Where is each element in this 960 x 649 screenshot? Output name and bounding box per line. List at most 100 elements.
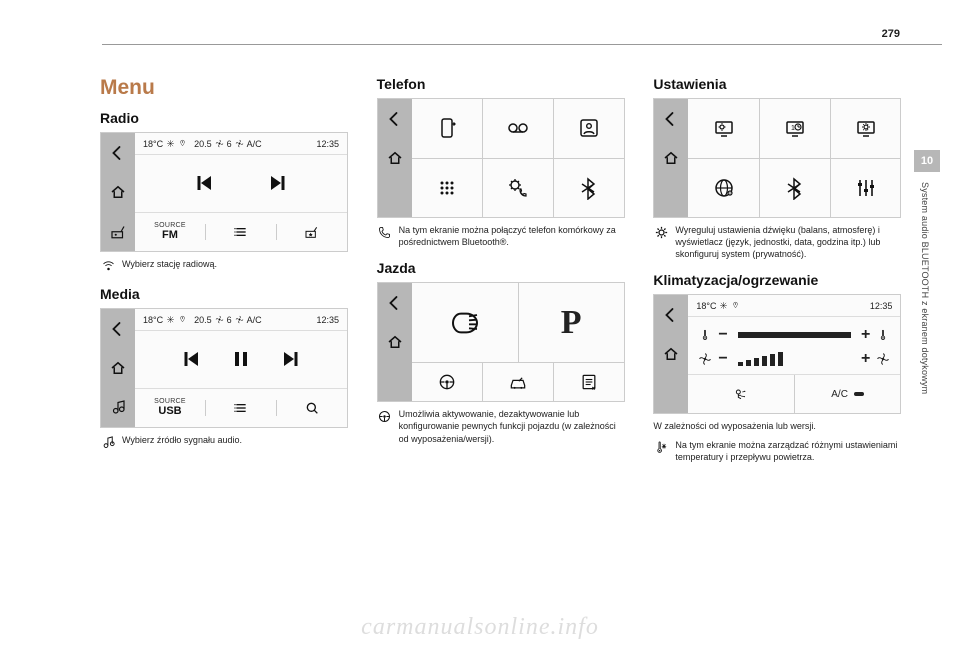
radio-controls	[135, 133, 347, 212]
steering-icon	[377, 408, 393, 424]
radio-screen: 18°C 20.5 6 A/C 12:35	[100, 132, 348, 252]
settings-radio-button[interactable]	[101, 212, 135, 251]
radio-bottom: SOURCE FM	[135, 212, 347, 251]
ac-button[interactable]: A/C	[794, 375, 901, 413]
home-button[interactable]	[101, 172, 135, 211]
thermometer-icon	[876, 328, 890, 342]
side-blank	[654, 374, 688, 413]
side-blank	[654, 178, 688, 217]
watermark: carmanualsonline.info	[0, 614, 960, 641]
source-label: SOURCE	[154, 222, 186, 229]
keypad-button[interactable]	[412, 158, 483, 217]
ac-indicator	[854, 392, 864, 396]
page-number: 279	[882, 28, 900, 40]
diag-button[interactable]	[553, 363, 624, 401]
back-button[interactable]	[654, 99, 688, 138]
ustawienia-caption: Wyreguluj ustawienia dźwięku (balans, at…	[653, 224, 900, 260]
steering-button[interactable]	[412, 363, 483, 401]
thermometer-icon	[698, 328, 712, 342]
back-button[interactable]	[378, 283, 412, 322]
column-2: Telefon Na tym ekranie można połączyć te…	[377, 76, 624, 475]
radio-heading: Radio	[100, 110, 347, 126]
audio-sliders-button[interactable]	[830, 158, 901, 217]
language-button[interactable]	[688, 158, 759, 217]
jazda-caption: Umożliwia aktywowanie, dezaktywowanie lu…	[377, 408, 624, 444]
minus-label: −	[718, 326, 727, 344]
media-controls	[135, 309, 347, 388]
back-button[interactable]	[654, 295, 688, 334]
jazda-screen: P	[377, 282, 625, 402]
snow-therm-icon	[653, 439, 669, 455]
home-button[interactable]	[378, 323, 412, 362]
side-blank	[378, 178, 412, 217]
system-button[interactable]	[830, 99, 901, 158]
klima-caption: Na tym ekranie można zarządzać różnymi u…	[653, 439, 900, 463]
minus-label: −	[718, 350, 727, 368]
plus-label: +	[861, 350, 870, 368]
device-button[interactable]	[412, 99, 483, 158]
list-button[interactable]	[205, 224, 276, 240]
back-button[interactable]	[101, 309, 135, 348]
ustawienia-screen	[653, 98, 901, 218]
media-heading: Media	[100, 286, 347, 302]
column-3: Ustawienia Wyreguluj ustawienia dźwięku …	[653, 76, 900, 475]
source-value: FM	[162, 229, 178, 241]
fan-bars	[738, 352, 851, 366]
telefon-heading: Telefon	[377, 76, 624, 92]
vehicle-button[interactable]	[482, 363, 553, 401]
fan-icon	[698, 352, 712, 366]
contacts-button[interactable]	[553, 99, 624, 158]
menu-title: Menu	[100, 76, 347, 100]
fan-row[interactable]: − +	[698, 350, 890, 368]
media-caption: Wybierz źródło sygnału audio.	[100, 434, 347, 450]
phone-settings-button[interactable]	[482, 158, 553, 217]
clock-button[interactable]	[759, 99, 830, 158]
home-button[interactable]	[101, 348, 135, 387]
prev-icon[interactable]	[179, 347, 203, 371]
home-button[interactable]	[654, 335, 688, 374]
klima-screen: 18°C 12:35 − +	[653, 294, 901, 414]
gear-icon	[653, 224, 669, 240]
telefon-screen	[377, 98, 625, 218]
source-cell[interactable]: SOURCE FM	[135, 222, 205, 241]
airflow-button[interactable]	[688, 375, 794, 413]
music-note-icon	[100, 434, 116, 450]
brightness-button[interactable]	[688, 99, 759, 158]
temp-bar	[738, 332, 851, 338]
back-button[interactable]	[378, 99, 412, 138]
antenna-icon	[100, 258, 116, 274]
parking-button[interactable]: P	[518, 283, 624, 362]
pause-icon[interactable]	[229, 347, 253, 371]
settings-media-button[interactable]	[101, 388, 135, 427]
column-1: Menu Radio 18°C 20.5 6 A/C	[100, 76, 347, 475]
plus-label: +	[861, 326, 870, 344]
headlight-button[interactable]	[412, 283, 518, 362]
bluetooth-button[interactable]	[759, 158, 830, 217]
content-columns: Menu Radio 18°C 20.5 6 A/C	[100, 76, 900, 475]
home-button[interactable]	[378, 138, 412, 177]
next-icon[interactable]	[279, 347, 303, 371]
list-button[interactable]	[205, 400, 276, 416]
phone-icon	[377, 224, 393, 240]
prev-icon[interactable]	[192, 171, 216, 195]
manual-page: 279 Menu Radio 18°C 20.5 6	[0, 0, 960, 649]
side-blank	[378, 362, 412, 401]
voicemail-button[interactable]	[482, 99, 553, 158]
temp-row[interactable]: − +	[698, 326, 890, 344]
home-button[interactable]	[654, 138, 688, 177]
ustawienia-heading: Ustawienia	[653, 76, 900, 92]
media-screen: 18°C 20.5 6 A/C 12:35	[100, 308, 348, 428]
radio-caption: Wybierz stację radiową.	[100, 258, 347, 274]
search-button[interactable]	[276, 400, 347, 416]
klima-heading: Klimatyzacja/ogrzewanie	[653, 272, 900, 288]
preset-button[interactable]	[276, 224, 347, 240]
source-cell[interactable]: SOURCE USB	[135, 398, 205, 417]
telefon-caption: Na tym ekranie można połączyć telefon ko…	[377, 224, 624, 248]
tab-text: System audio BLUETOOTH z ekranem dotykow…	[914, 182, 930, 394]
klima-note: W zależności od wyposażenia lub wersji.	[653, 420, 900, 432]
back-button[interactable]	[101, 133, 135, 172]
tab-number: 10	[914, 150, 940, 172]
next-icon[interactable]	[266, 171, 290, 195]
bluetooth-button[interactable]	[553, 158, 624, 217]
fan-icon	[876, 352, 890, 366]
